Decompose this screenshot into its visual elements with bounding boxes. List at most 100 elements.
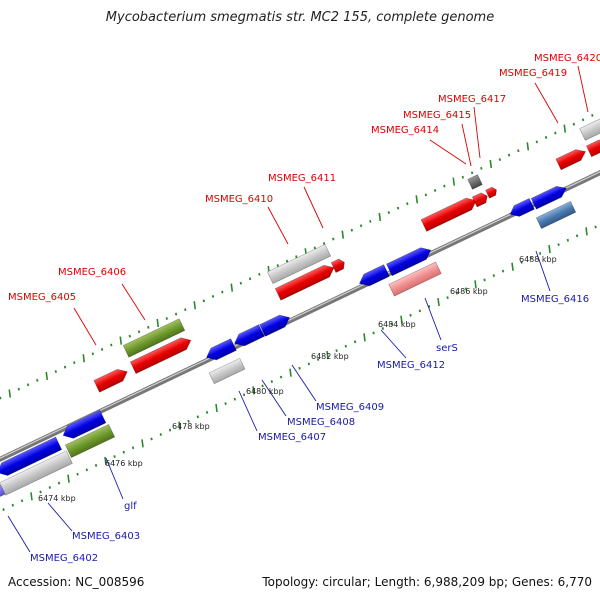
feature-msmeg-6416 [509, 198, 535, 217]
topology-text: Topology: circular; Length: 6,988,209 bp… [262, 575, 592, 589]
minor-tick [409, 313, 412, 317]
feature-rev-a [0, 436, 63, 476]
feature-shape [266, 243, 332, 285]
feature-shape [129, 337, 192, 375]
minor-tick [159, 433, 162, 436]
gene-label-sers[interactable]: serS [436, 343, 458, 354]
gene-label-msmeg-6414[interactable]: MSMEG_6414 [371, 125, 439, 136]
label-leader [73, 307, 97, 346]
minor-tick [424, 193, 428, 197]
minor-tick [575, 234, 579, 238]
minor-tick [498, 158, 502, 161]
gene-label-msmeg-6409[interactable]: MSMEG_6409 [316, 402, 384, 413]
minor-tick [150, 437, 153, 441]
minor-tick [39, 490, 42, 494]
minor-tick [492, 274, 496, 277]
gene-label-glf[interactable]: glf [124, 501, 137, 512]
minor-tick [110, 343, 113, 347]
gene-label-msmeg-6407[interactable]: MSMEG_6407 [258, 432, 326, 443]
minor-tick [242, 393, 246, 397]
major-tick [67, 474, 70, 483]
feature-shape [509, 198, 535, 217]
major-tick [363, 333, 366, 342]
minor-tick [433, 189, 437, 192]
minor-tick [91, 352, 94, 356]
minor-tick [387, 211, 390, 214]
gene-label-msmeg-6420[interactable]: MSMEG_6420 [534, 53, 600, 64]
minor-tick [63, 365, 67, 369]
minor-tick [581, 118, 585, 122]
label-leader [7, 515, 31, 553]
minor-tick [335, 349, 338, 353]
minor-tick [279, 375, 283, 379]
feature-msmeg-6411b [330, 258, 345, 273]
gene-label-msmeg-6416[interactable]: MSMEG_6416 [521, 294, 589, 305]
minor-tick [224, 402, 227, 406]
minor-tick [211, 295, 215, 298]
minor-tick [594, 225, 597, 229]
tick-label: 6488 kbp [519, 255, 557, 264]
gene-label-msmeg-6405[interactable]: MSMEG_6405 [8, 292, 76, 303]
tick-label: 6480 kbp [246, 387, 284, 396]
minor-tick [455, 291, 459, 295]
label-leader [535, 250, 551, 292]
label-leader [461, 123, 472, 167]
gene-label-msmeg-6415[interactable]: MSMEG_6415 [403, 110, 471, 121]
label-leader [429, 139, 467, 165]
minor-tick [566, 238, 570, 242]
minor-tick [572, 122, 576, 126]
minor-tick [285, 259, 289, 263]
gene-label-msmeg-6412[interactable]: MSMEG_6412 [377, 360, 445, 371]
tick-layer [0, 113, 597, 512]
gene-label-msmeg-6411[interactable]: MSMEG_6411 [268, 173, 336, 184]
gene-label-msmeg-6410[interactable]: MSMEG_6410 [205, 194, 273, 205]
minor-tick [554, 131, 557, 135]
minor-tick [168, 428, 172, 432]
minor-tick [406, 202, 409, 206]
leader-layer [7, 65, 589, 553]
minor-tick [353, 340, 357, 344]
major-tick [585, 227, 588, 236]
minor-tick [147, 325, 150, 329]
major-tick [252, 386, 255, 395]
gene-label-msmeg-6402[interactable]: MSMEG_6402 [30, 553, 98, 564]
feature-msmeg-6410 [266, 243, 332, 285]
minor-tick [196, 415, 199, 419]
minor-tick [11, 503, 14, 507]
feature-shape [579, 115, 600, 141]
minor-tick [137, 330, 141, 334]
major-tick [415, 195, 419, 204]
minor-tick [76, 472, 79, 476]
minor-tick [538, 252, 542, 255]
minor-tick [446, 296, 449, 300]
minor-tick [535, 140, 539, 144]
gene-label-msmeg-6406[interactable]: MSMEG_6406 [58, 267, 126, 278]
minor-tick [85, 468, 88, 472]
minor-tick [131, 446, 135, 450]
feature-shape [388, 261, 442, 297]
minor-tick [258, 272, 261, 276]
major-tick [511, 262, 514, 271]
gene-label-msmeg-6403[interactable]: MSMEG_6403 [72, 531, 140, 542]
gene-label-msmeg-6417[interactable]: MSMEG_6417 [438, 94, 506, 105]
major-tick [215, 403, 218, 413]
major-tick [45, 371, 49, 381]
major-tick [526, 142, 530, 151]
gene-label-msmeg-6408[interactable]: MSMEG_6408 [287, 417, 355, 428]
feature-msmeg-6420b [585, 139, 600, 158]
feature-msmeg-6407 [208, 357, 246, 385]
minor-tick [316, 358, 320, 361]
feature-msmeg-6403 [0, 450, 73, 496]
major-tick [141, 439, 144, 448]
feature-shape [386, 247, 432, 277]
feature-msmeg-6406 [122, 318, 186, 358]
feature-msmeg-6415 [471, 192, 488, 208]
major-tick [82, 354, 86, 363]
minor-tick [369, 219, 372, 223]
feature-shape [93, 368, 128, 393]
feature-msmeg-6405 [93, 368, 128, 393]
gene-label-msmeg-6419[interactable]: MSMEG_6419 [499, 68, 567, 79]
feature-shape [420, 197, 477, 232]
label-leader [121, 283, 146, 321]
minor-tick [2, 508, 5, 512]
